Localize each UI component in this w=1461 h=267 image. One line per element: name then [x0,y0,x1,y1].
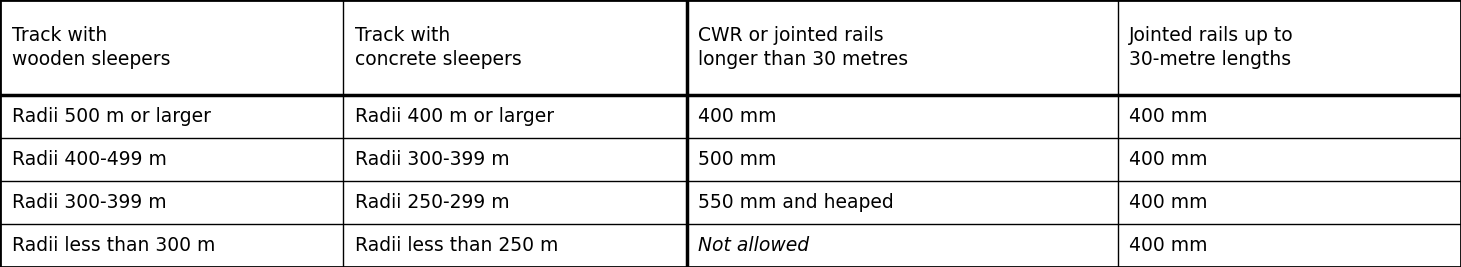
Text: 400 mm: 400 mm [698,107,777,126]
Text: Radii 250-299 m: Radii 250-299 m [355,193,510,212]
Text: CWR or jointed rails
longer than 30 metres: CWR or jointed rails longer than 30 metr… [698,26,909,69]
Text: 400 mm: 400 mm [1129,236,1208,255]
Text: Track with
wooden sleepers: Track with wooden sleepers [12,26,169,69]
Text: 500 mm: 500 mm [698,150,777,169]
Text: 400 mm: 400 mm [1129,193,1208,212]
Text: Track with
concrete sleepers: Track with concrete sleepers [355,26,522,69]
Text: Radii 400 m or larger: Radii 400 m or larger [355,107,554,126]
Text: Jointed rails up to
30-metre lengths: Jointed rails up to 30-metre lengths [1129,26,1294,69]
Text: 400 mm: 400 mm [1129,107,1208,126]
Text: Radii 400-499 m: Radii 400-499 m [12,150,167,169]
Text: Radii 300-399 m: Radii 300-399 m [355,150,510,169]
Text: Not allowed: Not allowed [698,236,809,255]
Text: Radii 300-399 m: Radii 300-399 m [12,193,167,212]
Text: Radii less than 300 m: Radii less than 300 m [12,236,215,255]
Text: 550 mm and heaped: 550 mm and heaped [698,193,894,212]
Text: Radii 500 m or larger: Radii 500 m or larger [12,107,210,126]
Text: 400 mm: 400 mm [1129,150,1208,169]
Text: Radii less than 250 m: Radii less than 250 m [355,236,558,255]
